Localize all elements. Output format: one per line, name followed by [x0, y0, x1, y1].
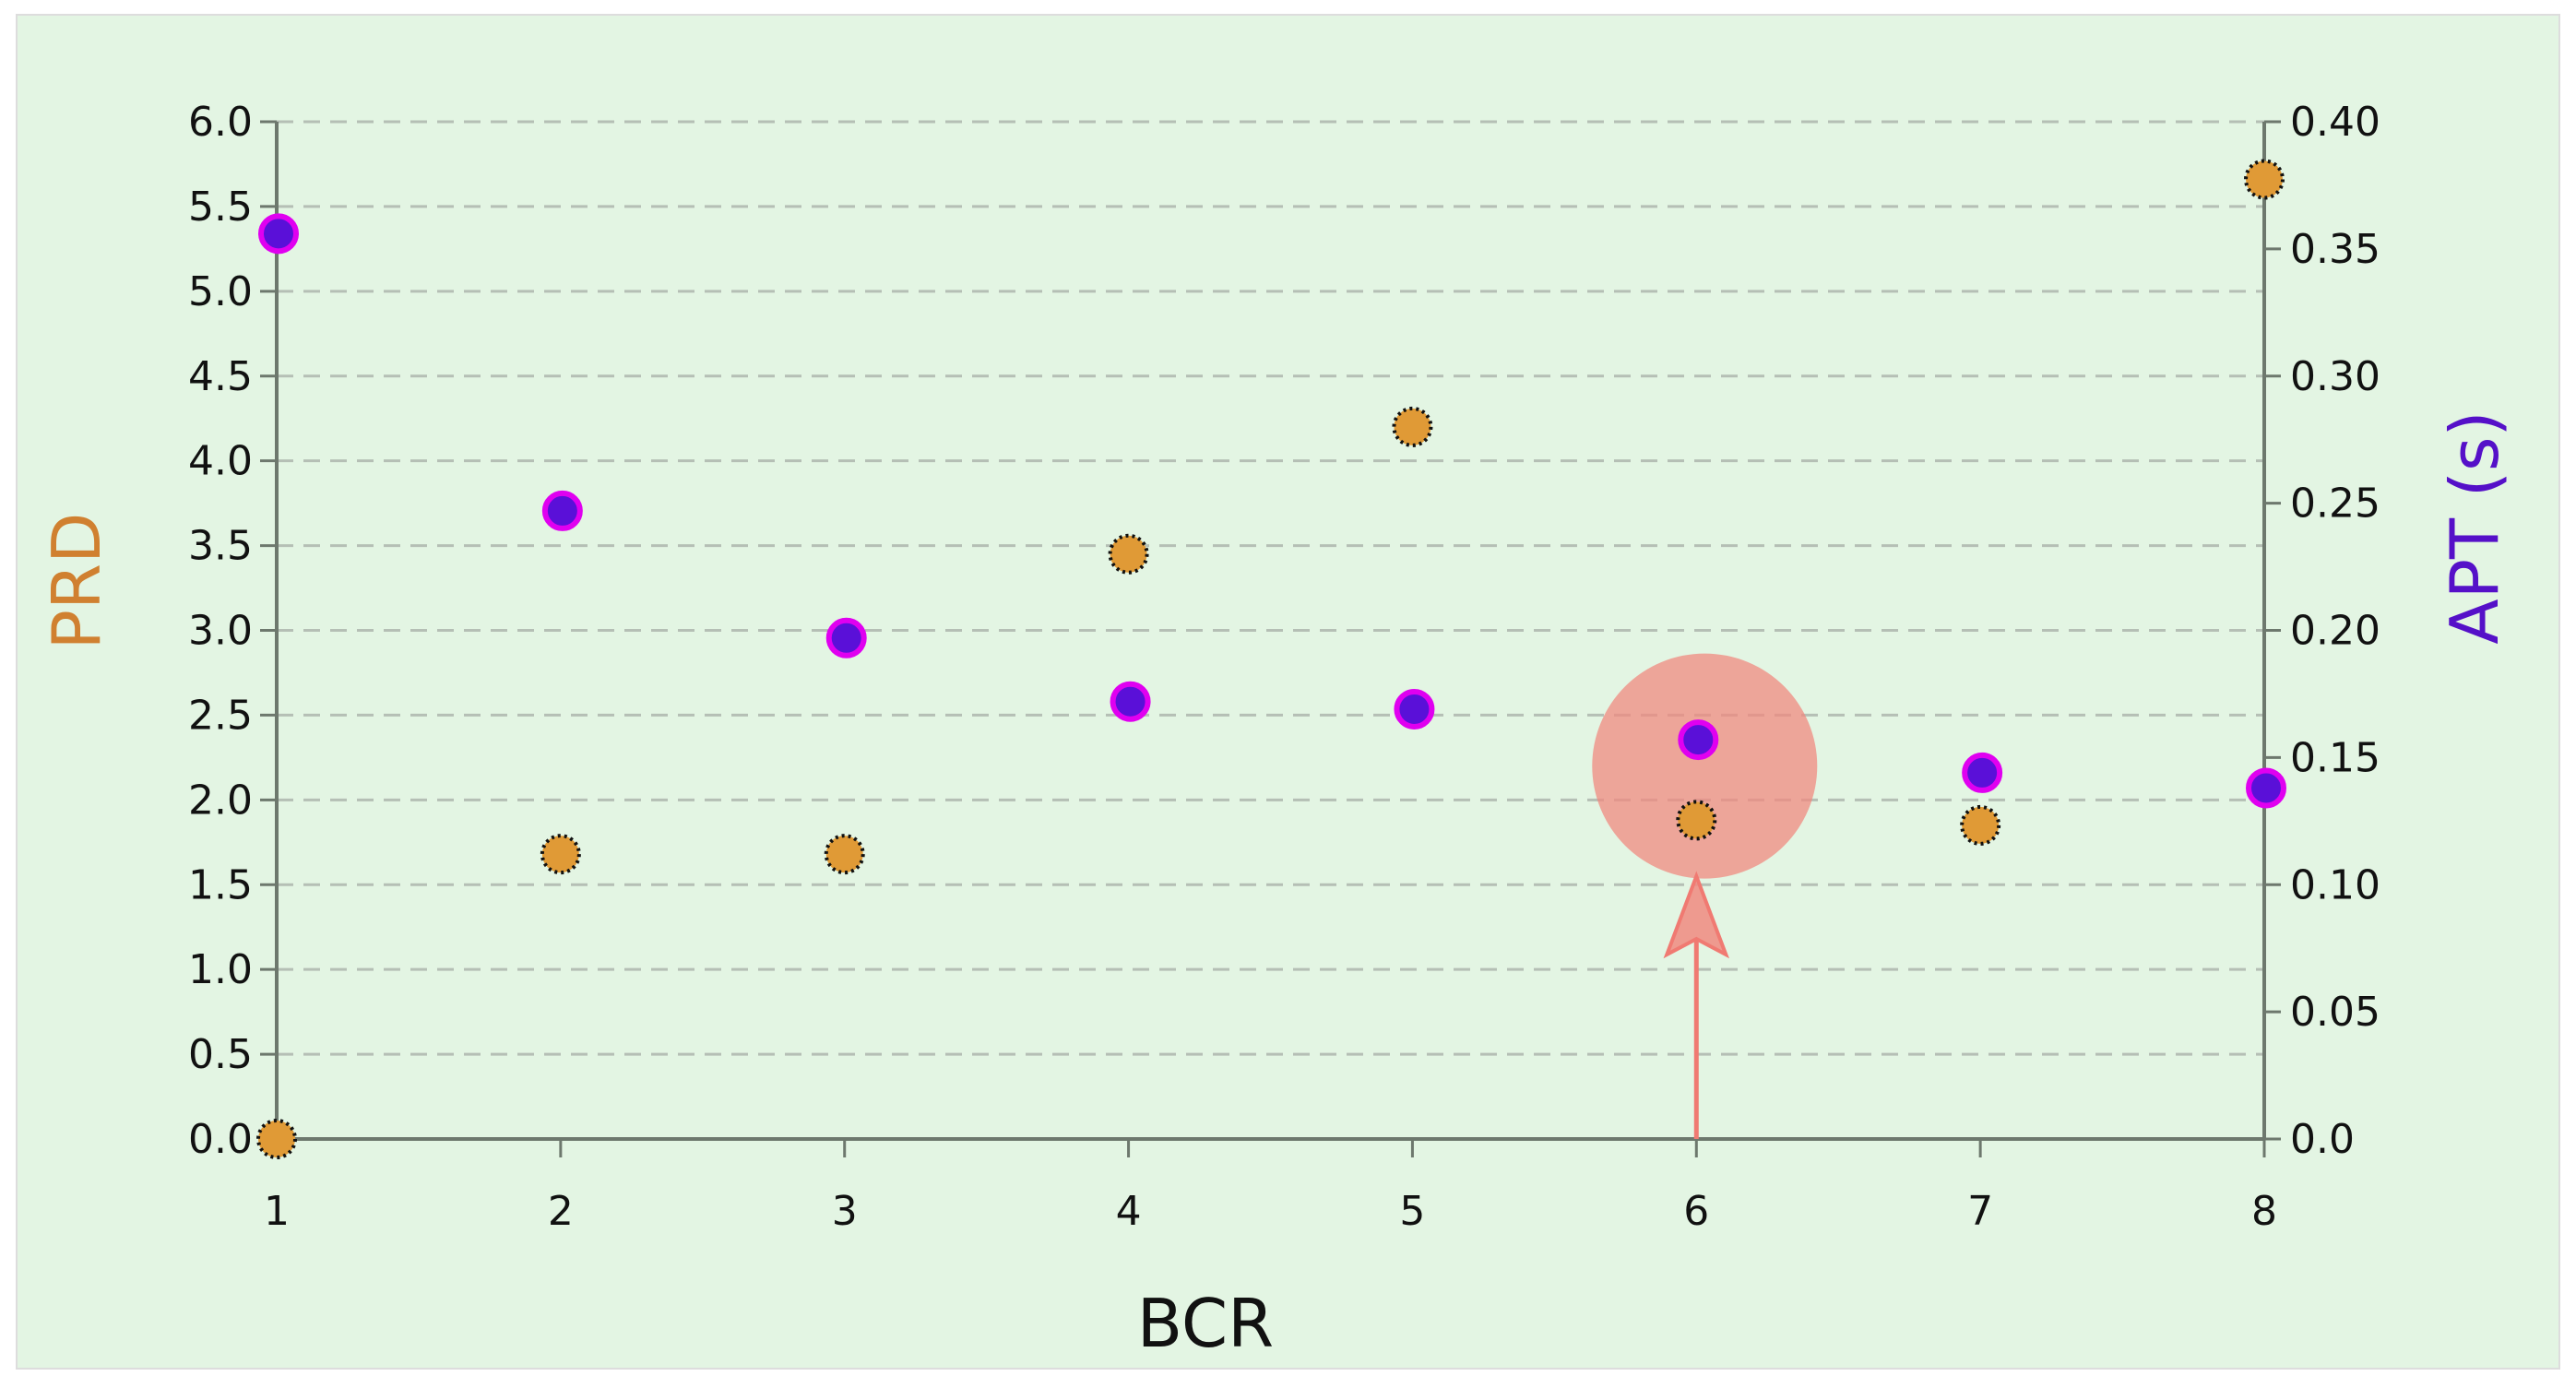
y2-tick-label: 0.05 — [2290, 989, 2380, 1036]
x-tick-label: 4 — [1116, 1188, 1142, 1235]
y-tick-label: 0.5 — [188, 1031, 253, 1078]
y-tick-label: 1.5 — [188, 861, 253, 908]
y-tick-label: 3.5 — [188, 523, 253, 570]
y-tick-label: 5.5 — [188, 184, 253, 231]
x-tick-label: 7 — [1967, 1188, 1993, 1235]
x-axis-title: BCR — [1137, 1285, 1274, 1362]
y2-tick-label: 0.35 — [2290, 226, 2380, 273]
x-tick-label: 5 — [1399, 1188, 1425, 1235]
y2-axis-title: APT (s) — [2436, 410, 2513, 644]
y-tick-label: 1.0 — [188, 946, 253, 993]
x-tick-label: 1 — [264, 1188, 290, 1235]
y2-tick-label: 0.15 — [2290, 734, 2380, 781]
y-axis-title: PRD — [38, 513, 115, 650]
apt-point — [2246, 767, 2286, 809]
y-tick-label: 4.0 — [188, 438, 253, 485]
y-tick-label: 3.0 — [188, 608, 253, 655]
prd-point — [256, 1119, 297, 1159]
y2-tick-label: 0.20 — [2290, 608, 2380, 655]
chart-background — [16, 14, 2560, 1370]
y-tick-label: 2.5 — [188, 692, 253, 739]
y2-tick-label: 0.30 — [2290, 353, 2380, 400]
y-tick-label: 0.0 — [188, 1116, 253, 1163]
prd-point — [1960, 804, 2001, 846]
x-tick-label: 2 — [548, 1188, 574, 1235]
apt-point — [825, 617, 867, 658]
apt-point — [1110, 681, 1151, 722]
y2-tick-label: 0.25 — [2290, 480, 2380, 528]
y-tick-label: 6.0 — [188, 99, 253, 146]
y2-tick-label: 0.40 — [2290, 99, 2380, 146]
prd-point — [1392, 406, 1433, 447]
prd-point — [2244, 159, 2285, 200]
y2-tick-label: 0.10 — [2290, 861, 2380, 908]
prd-point — [824, 834, 865, 875]
y2-tick-label: 0.0 — [2290, 1116, 2355, 1163]
apt-point — [1394, 688, 1435, 730]
y-tick-label: 5.0 — [188, 268, 253, 315]
apt-point — [258, 213, 299, 255]
apt-point — [541, 490, 583, 531]
highlight-arrow-head — [1663, 871, 1730, 959]
prd-point — [540, 834, 581, 875]
prd-point — [1676, 800, 1717, 841]
x-tick-label: 3 — [832, 1188, 858, 1235]
x-tick-label: 6 — [1683, 1188, 1709, 1235]
x-tick-label: 8 — [2251, 1188, 2277, 1235]
apt-point — [1962, 752, 2003, 793]
highlight-circle — [1592, 653, 1818, 879]
y-tick-label: 2.0 — [188, 777, 253, 824]
apt-point — [1678, 719, 1719, 761]
prd-point — [1108, 533, 1149, 575]
y-tick-label: 4.5 — [188, 353, 253, 400]
